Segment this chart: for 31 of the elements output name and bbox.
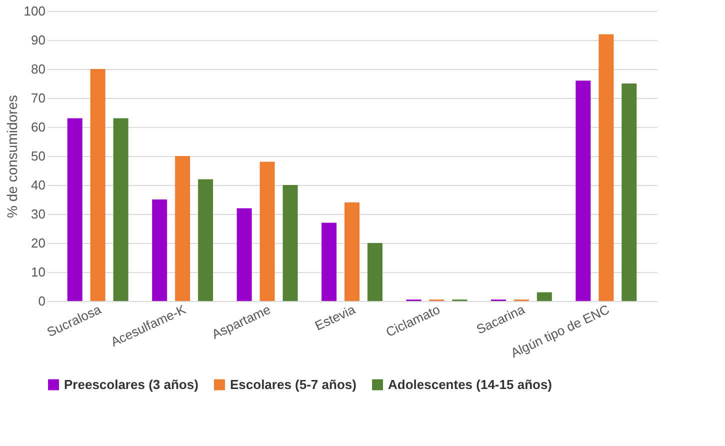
y-tick-label: 0 xyxy=(38,294,46,308)
bar xyxy=(90,69,106,301)
bar xyxy=(344,202,360,301)
bar xyxy=(367,243,382,301)
legend-label: Adolescentes (14-15 años) xyxy=(388,376,552,392)
bar xyxy=(67,118,82,301)
y-tick-label: 10 xyxy=(31,264,46,280)
y-tick-label: 20 xyxy=(31,236,46,250)
y-tick-label: 60 xyxy=(31,120,46,134)
y-tick-label: 40 xyxy=(31,178,46,192)
bar xyxy=(622,84,637,301)
bar xyxy=(175,156,190,301)
y-tick-label: 50 xyxy=(31,148,46,164)
y-tick-label: 80 xyxy=(31,62,46,76)
y-tick-label: 90 xyxy=(31,32,46,48)
bar xyxy=(113,118,128,301)
y-tick-label: 70 xyxy=(31,90,46,106)
bar xyxy=(576,80,591,301)
bar xyxy=(152,200,168,301)
bar xyxy=(198,179,214,301)
bar xyxy=(282,185,298,301)
bar xyxy=(236,208,252,301)
y-tick-label: 100 xyxy=(24,4,46,18)
legend-label: Escolares (5-7 años) xyxy=(230,376,356,392)
bar xyxy=(322,222,337,301)
y-axis-title: % de consumidores xyxy=(4,95,20,218)
bar xyxy=(536,292,552,301)
legend-label: Preescolares (3 años) xyxy=(64,376,198,392)
y-tick-label: 30 xyxy=(31,206,46,222)
bar xyxy=(598,34,614,301)
bar xyxy=(260,162,275,301)
